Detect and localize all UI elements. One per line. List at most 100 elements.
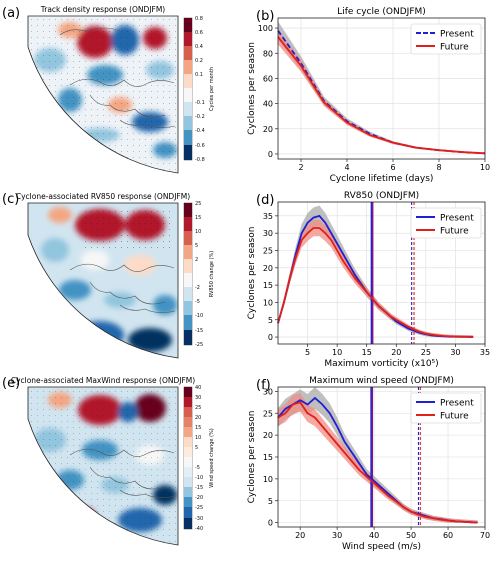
cbar-e-tick-11: -25	[195, 505, 203, 511]
x-tick-label-b-2: 6	[390, 163, 395, 172]
x-tick-label-f-1: 30	[332, 531, 342, 540]
x-tick-label-f-3: 50	[406, 531, 416, 540]
y-tick-label-b-5: 100	[258, 24, 273, 33]
chart-title-b: Life cycle (ONDJFM)	[337, 7, 426, 17]
y-tick-label-b-3: 60	[263, 74, 273, 83]
series-line-future-b	[277, 36, 486, 155]
cbar-e-tick-8: -10	[195, 475, 203, 481]
y-tick-label-f-3: 15	[263, 453, 273, 462]
panel-label-b: (b)	[256, 9, 274, 24]
cbar-c-tick-1: 15	[195, 215, 201, 221]
legend-label-present-f: Present	[440, 399, 474, 409]
map-field-a	[28, 16, 178, 173]
cbar-e-tick-0: 40	[195, 385, 201, 391]
cbar-a-tick-2: 0.4	[195, 44, 203, 50]
x-tick-label-b-4: 10	[480, 163, 490, 172]
x-tick-label-b-3: 8	[436, 163, 441, 172]
map-panel-c: (c) Cyclone-associated RV850 response (O…	[2, 192, 215, 359]
cbar-a-tick-7: -0.4	[195, 128, 205, 134]
cbar-e-tick-4: 15	[195, 425, 201, 431]
map-panel-e: (e) Cyclone-associated MaxWind response …	[2, 376, 215, 546]
cbar-a-tick-5: -0.1	[195, 100, 205, 106]
x-tick-label-d-4: 25	[421, 348, 431, 357]
y-tick-label-b-0: 0	[268, 150, 273, 159]
y-axis-label-d: Cyclones per season	[247, 227, 257, 320]
cbar-a-tick-4: 0.1	[195, 72, 203, 78]
cbar-c-tick-6: -5	[195, 299, 200, 305]
cbar-a-tick-6: -0.2	[195, 114, 205, 120]
plot-frame-b	[277, 17, 486, 160]
cbar-a-tick-9: -0.8	[195, 157, 205, 163]
y-tick-label-b-2: 40	[263, 100, 273, 109]
x-tick-label-d-1: 10	[332, 348, 342, 357]
cbar-a-tick-1: 0.6	[195, 30, 203, 36]
cbar-c-tick-4: 2	[195, 257, 198, 263]
cbar-c-tick-3: 5	[195, 243, 198, 249]
x-tick-label-b-0: 2	[298, 163, 303, 172]
y-tick-label-f-1: 5	[268, 497, 273, 506]
panel-label-d: (d)	[256, 193, 274, 208]
y-tick-label-f-2: 10	[263, 475, 273, 484]
cbar-e-tick-9: -15	[195, 485, 203, 491]
y-tick-label-f-6: 30	[263, 387, 273, 396]
chart-title-f: Maximum wind speed (ONDJFM)	[309, 376, 454, 386]
panel-label-c: (c)	[2, 192, 19, 207]
cbar-c-tick-8: -15	[195, 328, 203, 334]
y-tick-label-d-2: 10	[263, 298, 273, 307]
cbar-e-tick-12: -30	[195, 516, 203, 522]
y-tick-label-b-1: 20	[263, 125, 273, 134]
x-tick-label-d-6: 35	[480, 348, 490, 357]
cbar-c-label: RV850 change (%)	[209, 251, 215, 297]
line-chart-b: (b) Life cycle (ONDJFM)2 4 6 8 10020406080100…	[247, 7, 490, 184]
colorbar-c: 25 15 10 5 2 -2 -5 -10 -15 -25 RV850 cha…	[183, 201, 215, 348]
legend-label-present-b: Present	[440, 30, 474, 40]
y-tick-label-d-3: 15	[263, 281, 273, 290]
map-field-c	[28, 203, 178, 358]
series-line-future-d	[277, 227, 474, 338]
future-uncertainty-band-f	[278, 392, 478, 523]
cbar-e-tick-3: 20	[195, 415, 201, 421]
x-tick-label-f-5: 70	[480, 531, 490, 540]
cbar-e-tick-13: -40	[195, 526, 203, 532]
cbar-c-tick-5: -2	[195, 285, 200, 291]
legend-label-present-d: Present	[440, 214, 474, 224]
map-title-a: Track density response (ONDJFM)	[40, 5, 166, 14]
y-axis-label-f: Cyclones per season	[247, 411, 257, 504]
cbar-a-tick-0: 0.8	[195, 16, 203, 22]
x-tick-label-d-5: 30	[450, 348, 460, 357]
cbar-a-tick-3: 0.2	[195, 58, 203, 64]
x-tick-label-d-2: 15	[362, 348, 372, 357]
y-tick-label-f-5: 25	[263, 409, 273, 418]
x-axis-label-b: Cyclone lifetime (days)	[330, 174, 434, 184]
x-tick-label-d-3: 20	[391, 348, 401, 357]
line-chart-f: (f) Maximum wind speed (ONDJFM)20 30 40 50 60…	[247, 376, 490, 552]
cbar-a-label: Cycles per month	[209, 67, 215, 111]
cbar-c-tick-2: 10	[195, 229, 201, 235]
cbar-a-tick-8: -0.6	[195, 143, 205, 149]
x-axis-label-d: Maximum vorticity (x10⁵)	[324, 359, 438, 369]
x-tick-label-f-4: 60	[443, 531, 453, 540]
legend-label-future-f: Future	[440, 412, 469, 422]
series-line-future-f	[277, 401, 478, 524]
x-tick-label-b-1: 4	[344, 163, 349, 172]
cbar-e-tick-2: 25	[195, 405, 201, 411]
map-panel-a: (a) Track density response (ONDJFM)	[2, 5, 215, 174]
y-tick-label-f-4: 20	[263, 431, 273, 440]
cbar-c-tick-7: -10	[195, 313, 203, 319]
cbar-e-tick-5: 10	[195, 435, 201, 441]
y-tick-label-d-7: 35	[263, 212, 273, 221]
y-tick-label-d-1: 5	[268, 316, 273, 325]
y-axis-label-b: Cyclones per season	[247, 42, 257, 135]
panel-label-e: (e)	[2, 376, 20, 391]
cbar-e-tick-7: -5	[195, 465, 200, 471]
y-tick-label-d-5: 25	[263, 246, 273, 255]
cbar-e-label: Wind speed change (%)	[209, 428, 215, 488]
colorbar-a: 0.8 0.6 0.4 0.2 0.1 -0.1 -0.2 -0.4 -0.6 …	[183, 16, 215, 163]
cbar-c-tick-0: 25	[195, 201, 201, 207]
x-tick-label-f-0: 20	[295, 531, 305, 540]
chart-title-d: RV850 (ONDJFM)	[344, 191, 419, 201]
cbar-e-tick-10: -20	[195, 495, 203, 501]
panel-label-f: (f)	[256, 378, 271, 393]
plot-frame-d	[277, 201, 486, 345]
